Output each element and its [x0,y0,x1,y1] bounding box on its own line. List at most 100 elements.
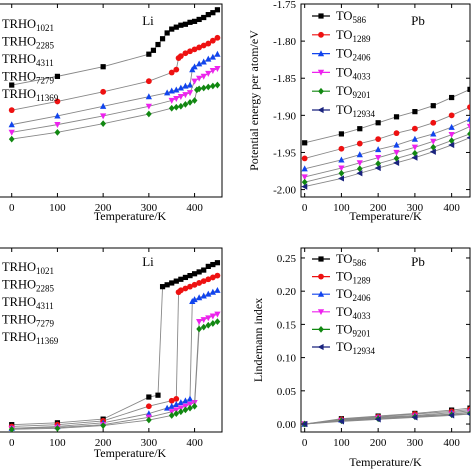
data-point-11369 [209,82,216,90]
data-point-2285 [177,287,184,294]
data-point-4033 [448,132,455,139]
legend-marker [318,273,324,280]
y-tick-label: -1.85 [273,73,296,85]
legend-entry-1021: TRHO1021 [2,260,54,276]
series-line-1289 [304,106,470,159]
data-point-12934 [429,148,436,155]
legend-label: TRHO2285 [2,35,55,51]
legend-entry-2285: TRHO2285 [2,278,55,294]
data-point-12934 [301,420,308,428]
data-point-11369 [173,410,180,417]
data-point-2285 [182,285,189,292]
data-point-9201 [430,143,437,151]
data-point-7279 [205,315,212,322]
data-point-586 [375,120,381,126]
legend-subscript: 4033 [352,311,371,321]
data-point-12934 [448,141,455,149]
data-point-586 [302,140,308,146]
data-point-11369 [214,81,221,89]
x-tick-label: 300 [141,202,158,214]
data-point-12934 [393,159,400,166]
legend-label: TRHO4311 [2,295,54,311]
data-point-4033 [375,155,382,162]
x-tick-label: 400 [443,202,460,214]
data-point-1021 [196,16,202,23]
legend-subscript: 7279 [36,76,55,86]
series-line-586 [304,88,470,144]
legend-label: TO9201 [336,84,370,100]
data-point-9201 [301,178,308,186]
data-point-586 [430,103,436,109]
data-point-1021 [201,267,207,273]
x-axis-label: Temperature/K [349,209,422,223]
data-point-4311 [209,288,216,295]
data-point-2285 [173,395,180,402]
panel-li-energy: 0 100 200 300 400Temperature/KLiTRHO1021TRHO… [0,3,223,223]
data-point-11369 [168,104,175,112]
data-point-1021 [214,7,221,13]
data-point-11369 [196,325,203,333]
data-point-7279 [173,95,180,102]
data-point-2406 [411,135,419,142]
data-point-4311 [205,55,212,62]
x-tick-label: 400 [443,437,460,449]
data-point-1021 [164,30,170,36]
legend-marker [317,69,325,76]
data-point-2285 [200,278,207,285]
data-point-1021 [178,22,184,28]
legend-label: TO586 [336,9,366,25]
data-point-2285 [205,40,212,47]
data-point-7279 [177,94,184,101]
data-point-12934 [374,164,381,172]
data-point-11369 [173,103,180,111]
data-point-11369 [54,424,61,432]
data-point-11369 [187,99,193,106]
data-point-1021 [150,47,157,53]
legend-marker [318,326,324,333]
legend-name: TO [336,340,352,354]
data-point-2285 [145,403,152,410]
data-point-586 [467,86,470,92]
data-point-2406 [375,146,382,153]
legend-entry-7279: TRHO7279 [2,313,55,329]
data-point-4033 [466,123,470,130]
series-line-1289 [304,408,470,425]
x-axis-label: Temperature/K [94,209,167,223]
data-point-2406 [393,141,400,148]
data-point-9201 [375,160,382,167]
legend-subscript: 4311 [36,301,54,311]
data-point-7279 [196,75,203,82]
legend-name: TRHO [2,260,36,274]
plot-area [8,7,221,143]
legend-marker [317,50,325,57]
data-point-1021 [169,26,175,32]
y-tick-label: -1.90 [273,110,296,122]
element-annotation: Pb [411,13,425,28]
data-point-4311 [186,81,194,88]
data-point-11369 [145,110,152,118]
legend-name: TRHO [2,52,36,66]
data-point-2285 [145,78,152,85]
y-axis-label: Lindemann index [251,298,265,382]
data-point-4311 [173,86,180,93]
data-point-2285 [187,283,193,290]
legend-label: TRHO11369 [2,330,59,346]
data-point-4033 [430,138,437,145]
data-point-7279 [8,129,15,136]
data-point-2285 [191,46,198,53]
legend-entry-7279: TRHO7279 [2,70,55,86]
data-point-4311 [182,82,189,89]
legend-entry-4033: TO4033 [312,305,371,321]
data-point-7279 [191,78,198,85]
data-point-1289 [393,130,400,137]
axes-frame [300,247,471,433]
axes-frame [0,3,223,198]
data-point-2285 [168,397,175,404]
legend-subscript: 2406 [352,293,371,303]
element-annotation: Pb [411,254,425,269]
data-point-1021 [191,18,198,24]
legend-name: TO [336,103,352,117]
legend-marker [318,13,324,19]
legend-name: TO [336,47,352,61]
data-point-1021 [54,73,61,79]
